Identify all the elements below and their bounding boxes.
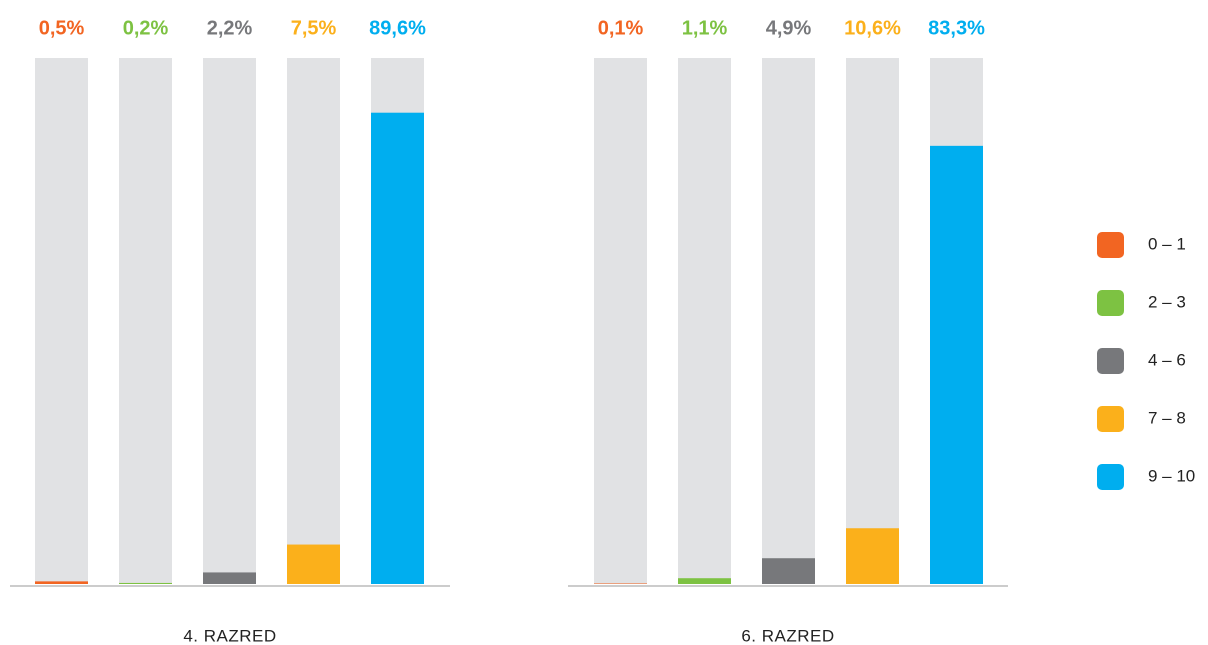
bar	[678, 578, 731, 584]
value-label: 10,6%	[844, 17, 901, 39]
bar	[846, 528, 899, 584]
legend-swatch	[1097, 232, 1124, 258]
value-label: 0,1%	[598, 17, 644, 39]
bar-background	[119, 58, 172, 584]
bar-background	[678, 58, 731, 584]
legend-swatch	[1097, 464, 1124, 490]
value-label: 83,3%	[928, 17, 985, 39]
bar	[203, 572, 256, 584]
legend-swatch	[1097, 348, 1124, 374]
legend-label: 0 – 1	[1148, 234, 1186, 253]
bar	[594, 583, 647, 584]
bar	[35, 581, 88, 584]
value-label: 0,2%	[123, 17, 169, 39]
value-label: 89,6%	[369, 17, 426, 39]
bar-background	[35, 58, 88, 584]
bar-background	[287, 58, 340, 584]
bar	[371, 112, 424, 584]
legend-label: 4 – 6	[1148, 350, 1186, 369]
legend-label: 7 – 8	[1148, 408, 1186, 427]
value-label: 7,5%	[291, 17, 337, 39]
x-axis-label: 6. RAZRED	[741, 626, 834, 645]
bar-background	[594, 58, 647, 584]
bar	[930, 145, 983, 585]
bar	[119, 582, 172, 584]
bar-background	[762, 58, 815, 584]
bar	[287, 544, 340, 584]
value-label: 1,1%	[682, 17, 728, 39]
value-label: 0,5%	[39, 17, 85, 39]
value-label: 2,2%	[207, 17, 253, 39]
legend-swatch	[1097, 290, 1124, 316]
legend-label: 9 – 10	[1148, 466, 1195, 485]
bar-background	[846, 58, 899, 584]
x-axis-label: 4. RAZRED	[183, 626, 276, 645]
value-label: 4,9%	[766, 17, 812, 39]
legend-swatch	[1097, 406, 1124, 432]
bar	[762, 558, 815, 584]
legend-label: 2 – 3	[1148, 292, 1186, 311]
bar-background	[203, 58, 256, 584]
